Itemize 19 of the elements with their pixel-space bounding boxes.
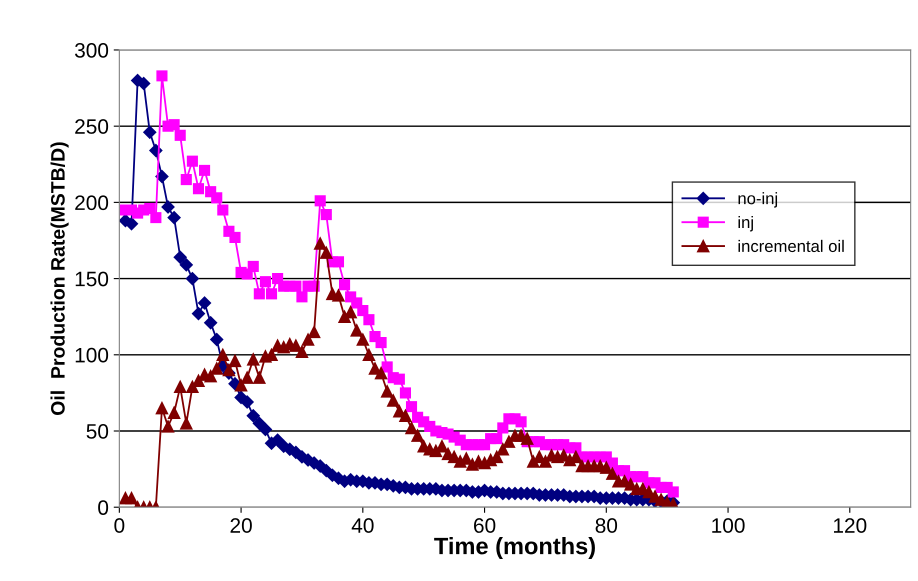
x-tick-label: 80 xyxy=(596,518,618,533)
x-tick-label: 40 xyxy=(352,518,374,533)
y-axis-title: Oil Production Rate(MSTB/D) xyxy=(50,142,69,415)
y-tick-label: 200 xyxy=(75,195,108,210)
x-tick-label: 120 xyxy=(834,518,866,533)
legend-label: no-inj xyxy=(738,192,778,208)
x-axis-title: Time (months) xyxy=(434,537,595,560)
x-tick-label: 60 xyxy=(474,518,496,533)
x-tick-label: 20 xyxy=(230,518,252,533)
legend-label: inj xyxy=(738,216,753,232)
y-tick-label: 0 xyxy=(98,500,108,515)
y-tick-label: 250 xyxy=(75,119,108,134)
y-tick-label: 150 xyxy=(76,272,108,286)
y-tick-label: 50 xyxy=(86,424,108,439)
x-tick-label: 100 xyxy=(712,518,745,533)
legend-label: incremental oil xyxy=(738,240,844,252)
y-tick-label: 100 xyxy=(76,348,108,363)
x-tick-label: 0 xyxy=(114,518,124,533)
y-tick-label: 300 xyxy=(74,42,108,58)
